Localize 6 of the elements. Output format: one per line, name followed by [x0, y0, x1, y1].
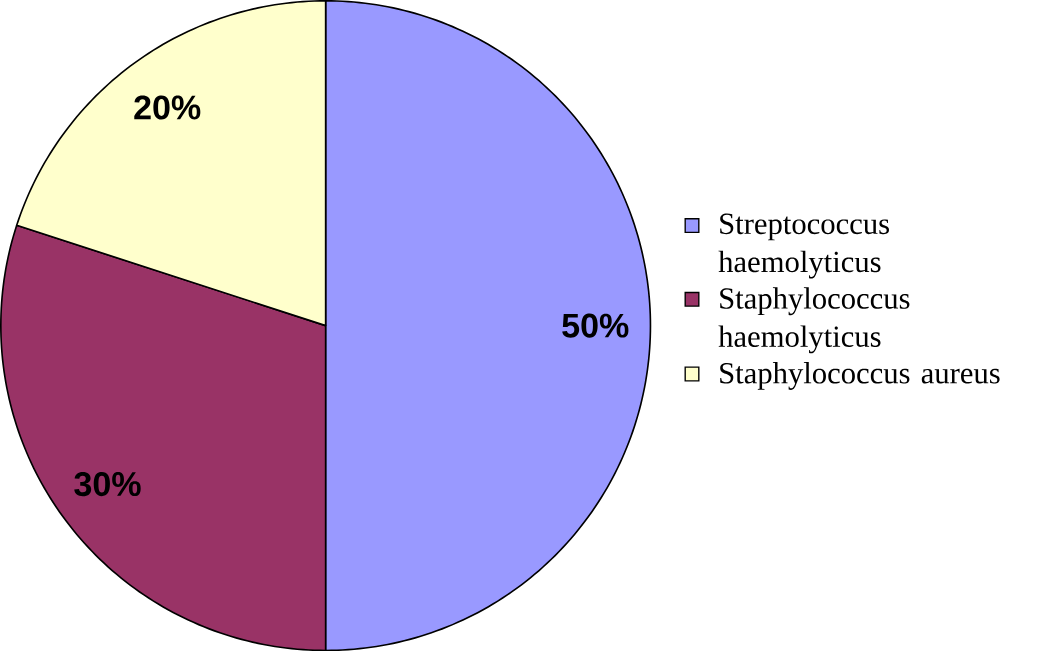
data-label: 50%	[562, 313, 629, 338]
data-label: 30%	[74, 471, 141, 497]
data-label: 20%	[134, 95, 201, 120]
legend-label: Staphylococcus haemolyticus	[718, 287, 910, 354]
legend-label: Staphylococcus aureus	[720, 361, 1000, 390]
legend-label: Streptococcus haemolyticus	[718, 213, 889, 279]
